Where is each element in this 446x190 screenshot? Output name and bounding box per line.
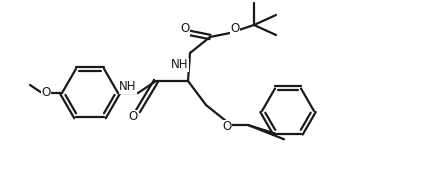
Text: O: O (180, 22, 190, 36)
Text: O: O (223, 120, 231, 134)
Text: O: O (231, 22, 240, 36)
Text: O: O (128, 111, 138, 124)
Text: NH: NH (119, 81, 137, 93)
Text: O: O (41, 86, 51, 100)
Text: NH: NH (171, 59, 189, 71)
